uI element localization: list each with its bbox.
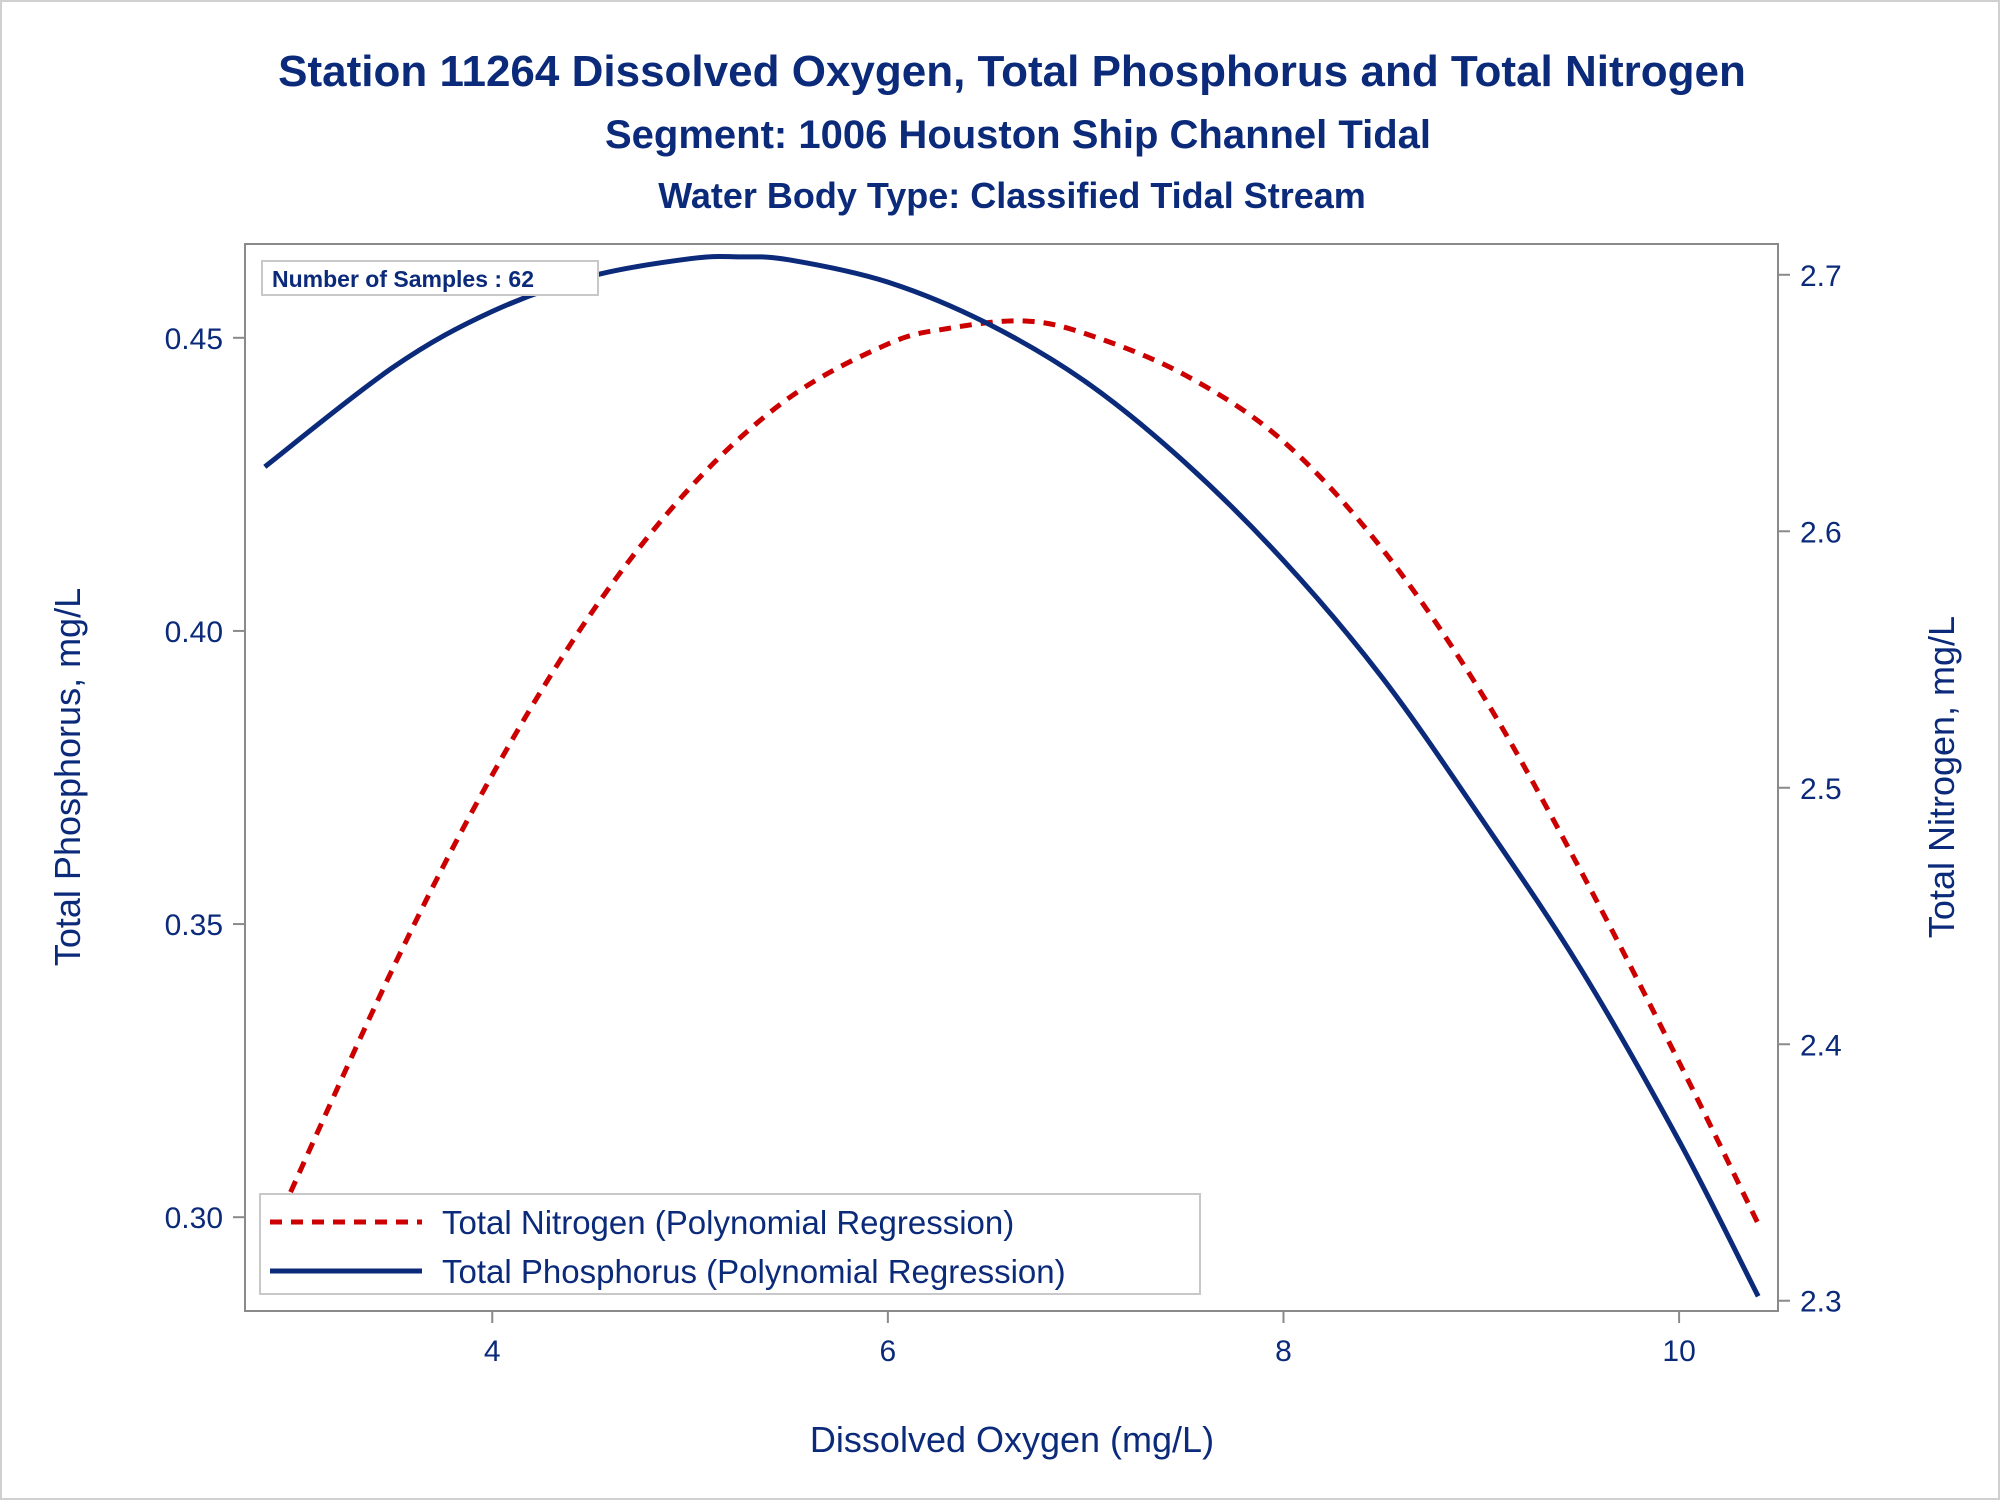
total-phosphorus-line: [263, 253, 1761, 1298]
legend-label: Total Nitrogen (Polynomial Regression): [442, 1204, 1014, 1241]
x-tick-label: 6: [880, 1335, 897, 1368]
y-right-tick-label: 2.6: [1800, 516, 1842, 549]
chart-title: Station 11264 Dissolved Oxygen, Total Ph…: [278, 47, 1746, 96]
chart-subtitle-2: Water Body Type: Classified Tidal Stream: [658, 175, 1366, 216]
x-tick-label: 8: [1275, 1335, 1292, 1368]
y-right-tick-label: 2.3: [1800, 1286, 1842, 1319]
y-axis-left: 0.30 0.35 0.40 0.45: [165, 323, 245, 1235]
y-axis-left-label: Total Phosphorus, mg/L: [47, 588, 88, 966]
x-tick-label: 4: [484, 1335, 501, 1368]
y-axis-right: 2.3 2.4 2.5 2.6 2.7: [1778, 260, 1842, 1319]
y-axis-right-label: Total Nitrogen, mg/L: [1921, 616, 1962, 938]
chart-subtitle: Segment: 1006 Houston Ship Channel Tidal: [605, 113, 1431, 157]
total-nitrogen-line: [262, 318, 1761, 1251]
y-left-tick-label: 0.35: [165, 909, 223, 942]
legend-frame: [259, 1193, 1201, 1295]
x-axis-label: Dissolved Oxygen (mg/L): [810, 1419, 1214, 1460]
legend-label: Total Phosphorus (Polynomial Regression): [442, 1253, 1066, 1290]
sample-count-label: Number of Samples : 62: [272, 266, 534, 292]
x-tick-label: 10: [1662, 1335, 1695, 1368]
sample-count-box: Number of Samples : 62: [261, 260, 599, 296]
x-axis: 4 6 8 10: [484, 1311, 1696, 1368]
y-left-tick-label: 0.40: [165, 616, 223, 649]
sample-count-frame: [261, 260, 599, 296]
y-right-tick-label: 2.7: [1800, 260, 1842, 293]
y-left-tick-label: 0.45: [165, 323, 223, 356]
plot-area: [244, 243, 1779, 1312]
y-right-tick-label: 2.5: [1800, 773, 1842, 806]
series-layer: [262, 253, 1761, 1298]
y-left-tick-label: 0.30: [165, 1202, 223, 1235]
y-right-tick-label: 2.4: [1800, 1029, 1842, 1062]
legend: Total Nitrogen (Polynomial Regression) To…: [259, 1193, 1201, 1295]
